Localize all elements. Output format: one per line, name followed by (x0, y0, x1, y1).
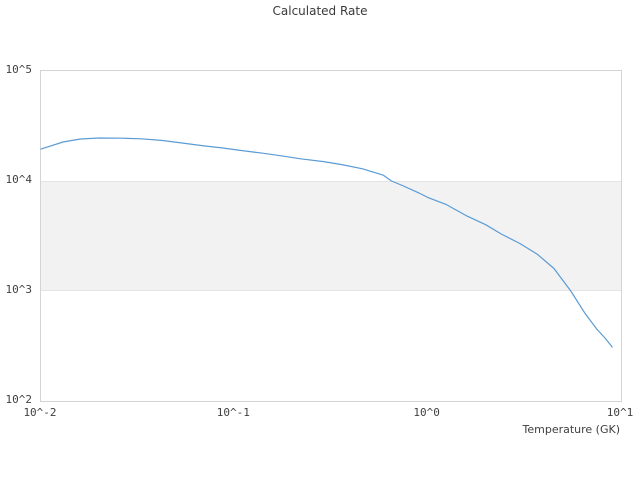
rate-curve (40, 137, 613, 348)
y-tick-label: 10^5 (5, 63, 33, 76)
plot-area (40, 70, 622, 402)
y-tick-label: 10^3 (5, 283, 33, 296)
x-tick-label: 10^0 (413, 406, 440, 419)
y-tick-label: 10^4 (5, 173, 33, 186)
x-tick-label: 10^-2 (23, 406, 57, 419)
highlight-band (41, 181, 621, 291)
y-tick-label: 10^2 (5, 393, 33, 406)
x-axis-label: Temperature (GK) (522, 423, 621, 436)
rate-curve-layer (40, 137, 613, 348)
chart-title: Calculated Rate (272, 4, 368, 18)
x-tick-label: 10^-1 (216, 406, 250, 419)
x-tick-label: 10^1 (606, 406, 634, 419)
